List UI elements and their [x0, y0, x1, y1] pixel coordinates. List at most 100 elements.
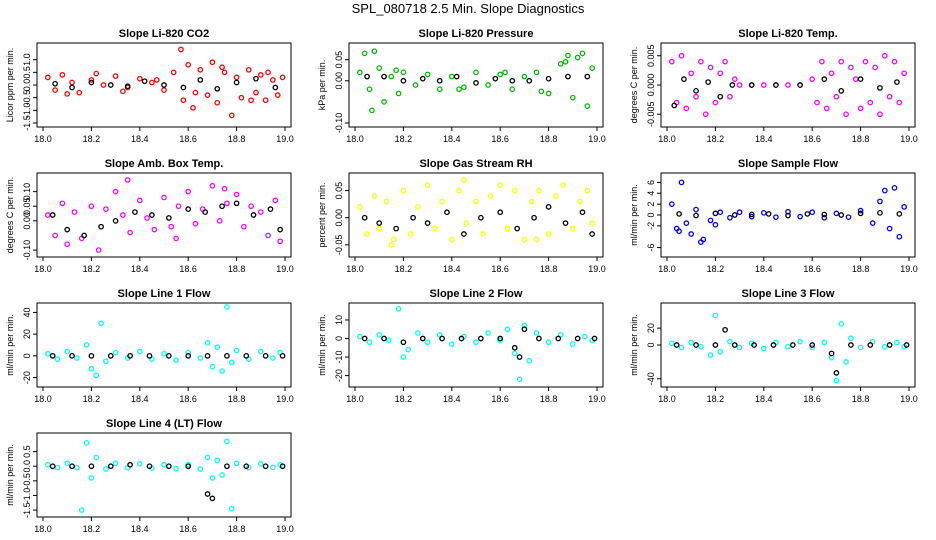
y-tick-label: -0.10 [22, 240, 32, 261]
data-point [698, 239, 704, 245]
x-tick-label: 18.4 [755, 134, 773, 144]
data-point [419, 75, 426, 82]
data-point [668, 340, 675, 347]
y-tick-label: -0.005 [646, 101, 656, 127]
data-point [668, 201, 675, 207]
x-tick-label: 18.6 [491, 134, 509, 144]
data-point [678, 179, 685, 186]
data-point [366, 339, 373, 346]
data-point [838, 212, 845, 218]
data-point [136, 461, 143, 467]
data-point [395, 306, 402, 312]
data-point [765, 211, 772, 217]
data-point [270, 77, 276, 83]
data-point [415, 204, 421, 210]
data-point [146, 353, 153, 359]
data-point [400, 77, 407, 84]
data-point [136, 197, 143, 204]
x-tick-label: 18.6 [179, 524, 197, 534]
y-tick-label: 4 [646, 191, 656, 196]
data-point [112, 349, 119, 356]
data-point [903, 342, 910, 348]
data-point [727, 338, 733, 345]
data-point [224, 463, 230, 470]
data-point [521, 236, 528, 243]
data-point [773, 214, 779, 221]
y-tick-label: 0 [22, 353, 32, 358]
data-point [88, 353, 95, 359]
data-point [400, 339, 407, 346]
y-tick-label: 0 [646, 342, 656, 347]
data-point [180, 84, 187, 91]
data-point [88, 463, 95, 470]
data-point [712, 312, 719, 319]
data-point [579, 209, 586, 216]
data-point [516, 354, 523, 360]
y-tick-label: 1.0 [22, 53, 32, 66]
panel-6: Slope Sample Flow 18.0 18.2 18.4 18.6 18.8 19.… [629, 158, 918, 274]
data-point [197, 466, 204, 473]
data-point [891, 185, 898, 191]
data-point [233, 79, 240, 86]
data-point [136, 75, 143, 82]
x-tick-label: 18.0 [34, 134, 52, 144]
data-point [83, 342, 90, 348]
x-tick-label: 19.0 [900, 264, 918, 274]
data-point [44, 461, 51, 468]
data-point [272, 197, 279, 204]
y-tick-label: 2 [646, 202, 656, 207]
data-point [785, 343, 791, 350]
data-point [54, 464, 61, 471]
plot-frame [36, 172, 292, 258]
data-point [881, 187, 888, 194]
data-point [141, 78, 148, 85]
data-point [712, 210, 719, 217]
x-tick-label: 18.0 [34, 524, 52, 534]
data-point [727, 214, 733, 221]
data-point [896, 99, 903, 106]
x-tick-label: 18.2 [707, 134, 725, 144]
data-point [485, 330, 491, 336]
panel-title: Slope Line 4 (LT) Flow [106, 418, 222, 430]
data-point [869, 220, 876, 226]
data-point [190, 104, 196, 111]
data-point [69, 353, 75, 359]
data-point [204, 92, 211, 98]
data-point [265, 69, 271, 76]
data-point [502, 69, 508, 76]
data-point [473, 339, 479, 346]
x-tick-label: 19.0 [588, 394, 606, 404]
data-point [146, 463, 153, 470]
data-point [366, 86, 373, 93]
x-tick-label: 18.6 [803, 134, 821, 144]
data-point [95, 247, 102, 253]
data-point [531, 214, 537, 221]
data-point [202, 209, 208, 215]
x-tick-label: 18.0 [34, 394, 52, 404]
data-point [819, 58, 825, 65]
data-point [209, 59, 216, 66]
data-point [463, 220, 470, 226]
x-tick-label: 19.0 [900, 394, 918, 404]
figure-title: SPL_080718 2.5 Min. Slope Diagnostics [351, 1, 585, 16]
data-point [219, 64, 225, 71]
panel-title: Slope Li-820 CO2 [119, 28, 209, 40]
data-point [161, 194, 167, 201]
data-point [253, 75, 259, 82]
data-point [848, 335, 854, 342]
data-point [473, 69, 479, 76]
data-point [192, 89, 199, 96]
data-point [424, 220, 431, 226]
data-point [69, 84, 75, 91]
data-point [577, 198, 583, 205]
data-point [262, 353, 269, 359]
y-tick-label: 0.5 [22, 445, 32, 458]
data-point [562, 220, 569, 226]
data-point [93, 70, 100, 77]
data-point [364, 73, 370, 80]
data-point [881, 52, 888, 59]
data-point [376, 65, 383, 71]
data-point [862, 58, 869, 65]
data-point [439, 335, 445, 342]
data-point [877, 85, 883, 91]
